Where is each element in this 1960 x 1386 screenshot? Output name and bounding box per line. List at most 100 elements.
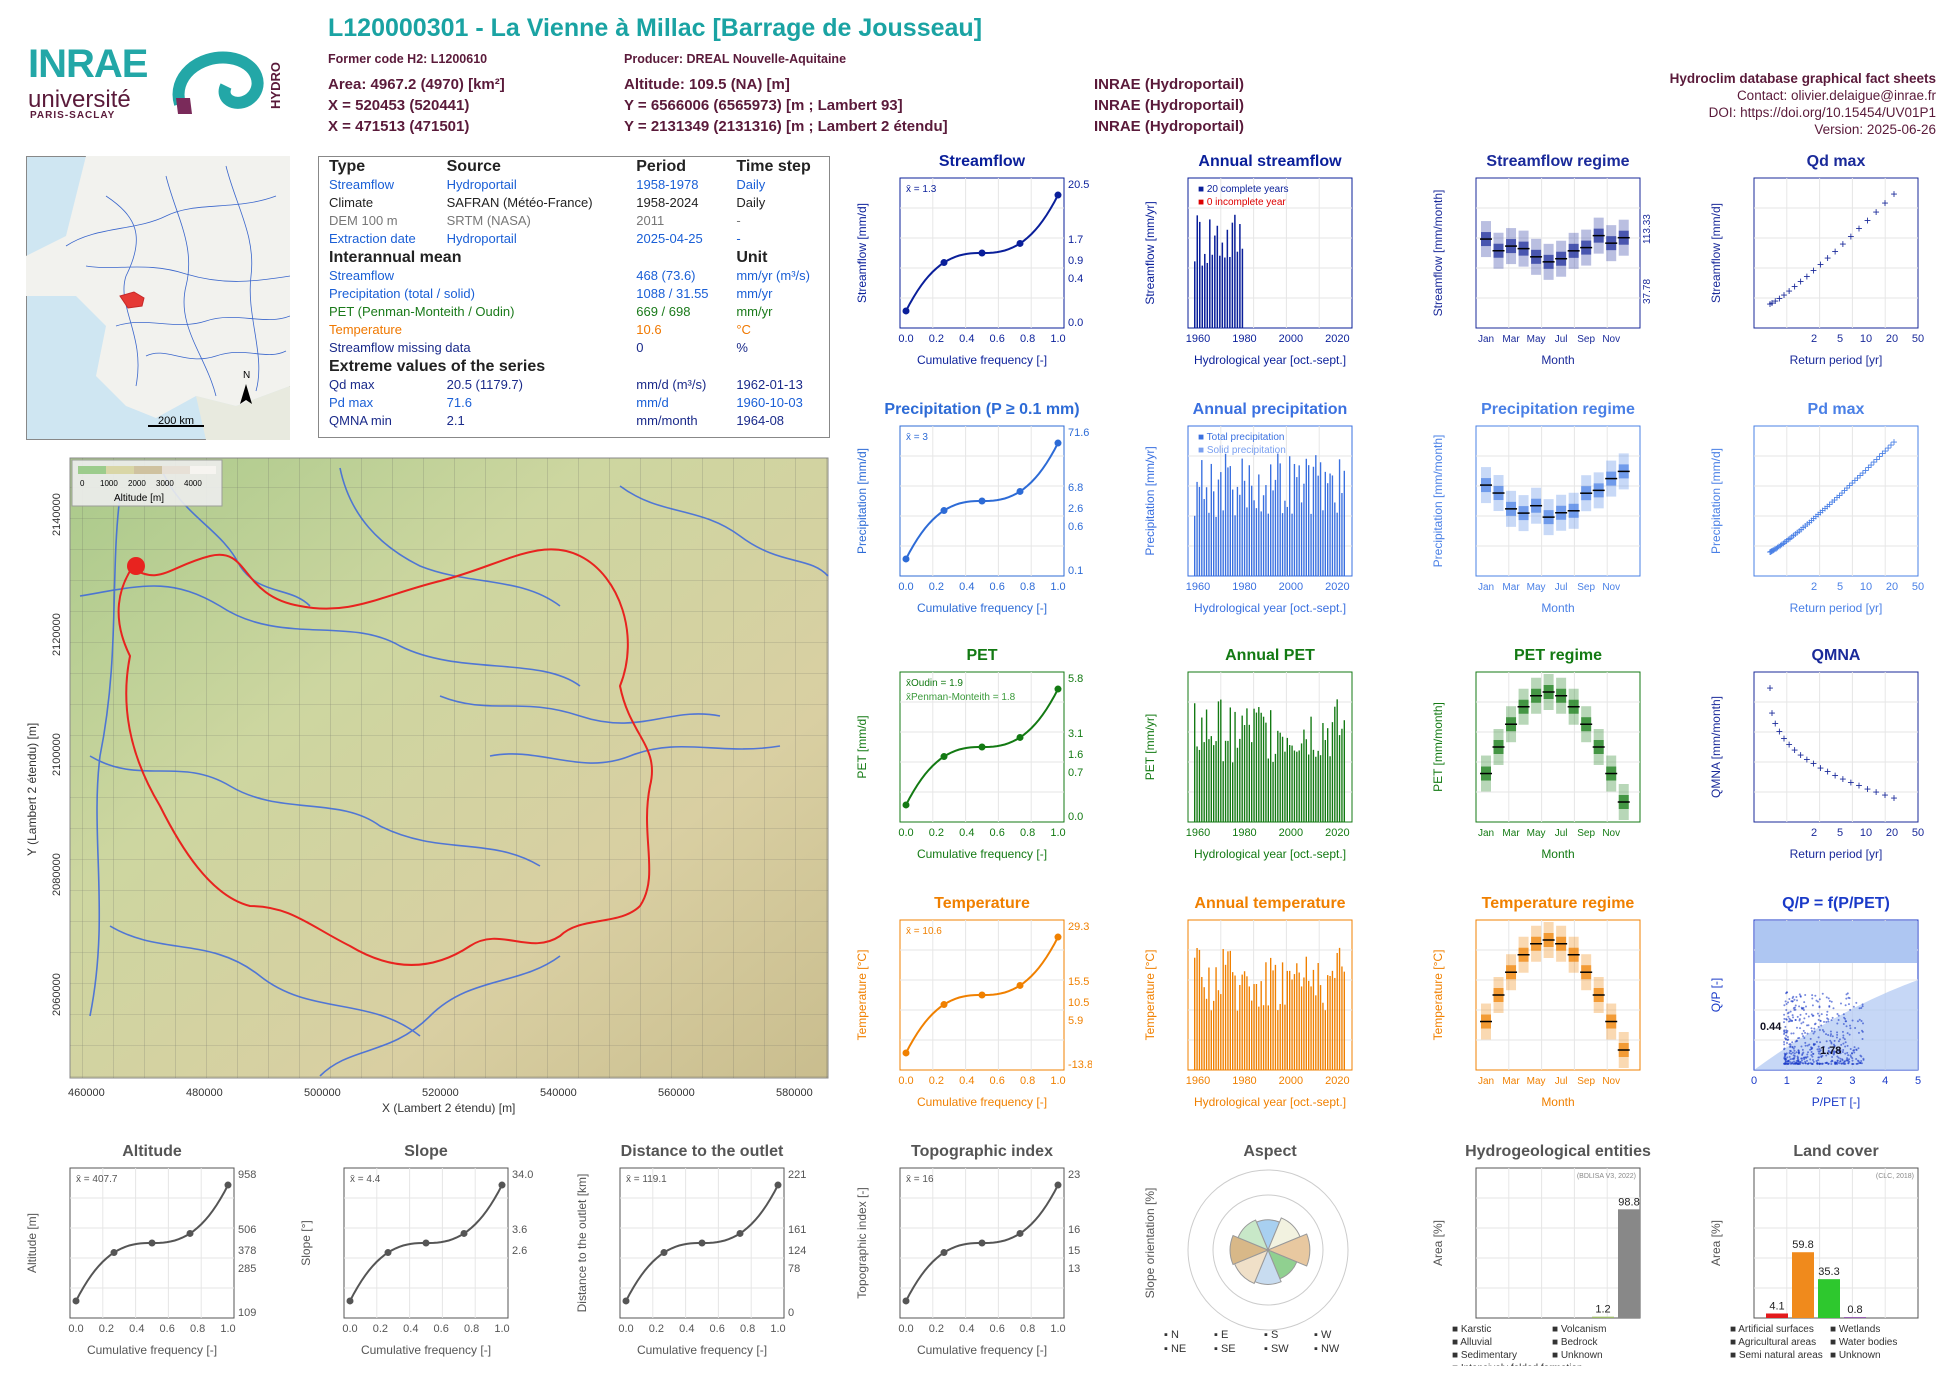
bar xyxy=(1214,235,1216,328)
y-axis-label: Slope orientation [%] xyxy=(1143,1188,1157,1299)
chart-precipitation_regime: Precipitation regime Month Precipitation [… xyxy=(1431,401,1641,615)
data-point xyxy=(1841,1030,1844,1033)
mean-label: x̄Oudin = 1.9 xyxy=(906,678,963,689)
data-point xyxy=(1839,1051,1842,1054)
bar xyxy=(1217,990,1220,1070)
y-axis-label: Area [%] xyxy=(1431,1220,1445,1266)
chart-title: QMNA xyxy=(1812,647,1861,664)
bar xyxy=(1227,951,1229,1070)
x-tick: 0.8 xyxy=(1020,1075,1035,1087)
row-period: 2011 xyxy=(636,213,665,228)
col-type: Type xyxy=(329,158,366,175)
bar xyxy=(1792,1252,1814,1318)
data-point xyxy=(1831,1055,1834,1058)
x-tick: 0.0 xyxy=(342,1323,357,1335)
right-tick: 378 xyxy=(238,1245,256,1257)
bar xyxy=(1267,758,1269,822)
x-tick: Jul xyxy=(1555,1076,1568,1087)
data-point xyxy=(1788,998,1791,1001)
legend-entry: ■ Artificial surfaces xyxy=(1730,1324,1814,1335)
data-point: + xyxy=(1790,529,1797,543)
data-point xyxy=(1791,1000,1794,1003)
right-tick: 0.9 xyxy=(1068,255,1083,267)
scale-label: 200 km xyxy=(158,415,194,427)
bar xyxy=(1213,745,1215,822)
chart-annual_streamflow: Annual streamflow Hydrological year [oct.… xyxy=(1143,153,1353,367)
bar xyxy=(1217,479,1220,576)
data-point xyxy=(1847,1062,1850,1065)
row-source: SAFRAN (Météo-France) xyxy=(446,195,593,210)
x-tick: 0.2 xyxy=(929,827,944,839)
chart-streamflow_regime: Streamflow regime Month Streamflow [mm/mon… xyxy=(1431,153,1653,367)
data-point xyxy=(1836,1031,1839,1034)
data-point xyxy=(1802,1029,1805,1032)
chart-hydrogeo: Hydrogeological entities Area [%] 1.2 98.8 (… xyxy=(1431,1143,1651,1366)
x-tick: 460000 xyxy=(68,1087,105,1099)
data-point xyxy=(1838,1038,1841,1041)
data-point: + xyxy=(1833,491,1840,505)
data-point xyxy=(1796,999,1799,1002)
legend-entry: ■ Sedimentary xyxy=(1452,1350,1517,1361)
y-axis-label: PET [mm/d] xyxy=(855,715,869,778)
altitude: Altitude: 109.5 (NA) [m] xyxy=(624,76,790,93)
bar xyxy=(1310,986,1312,1070)
data-point xyxy=(1823,1020,1826,1023)
data-point xyxy=(1786,1012,1789,1015)
bar xyxy=(1305,458,1307,576)
y-axis-label: Temperature [°C] xyxy=(1431,950,1445,1041)
data-point xyxy=(1790,1052,1793,1055)
outlet-marker xyxy=(127,557,145,575)
quantile-point xyxy=(1016,239,1024,247)
quantile-point xyxy=(978,497,986,505)
plot-area xyxy=(1753,671,1919,823)
annotation: 0.44 xyxy=(1760,1021,1782,1033)
right-tick: 0.4 xyxy=(1068,273,1083,285)
bar xyxy=(1331,475,1334,576)
data-point xyxy=(1827,1062,1830,1065)
data-point xyxy=(1844,1045,1847,1048)
chart-title: Streamflow regime xyxy=(1486,153,1629,170)
bar xyxy=(1592,1316,1614,1318)
bar xyxy=(1213,1000,1215,1070)
bar xyxy=(1300,743,1303,822)
data-point xyxy=(1846,1032,1849,1035)
data-point: + xyxy=(1804,517,1811,531)
right-tick: 3.1 xyxy=(1068,728,1083,740)
bar xyxy=(1270,957,1272,1070)
x-tick: 2 xyxy=(1811,827,1817,839)
data-point xyxy=(1795,1026,1798,1029)
bar xyxy=(1239,738,1241,822)
right-tick: 78 xyxy=(788,1263,800,1275)
data-point: + xyxy=(1817,761,1824,775)
data-point: + xyxy=(1847,775,1854,789)
inrae-logo: INRAE xyxy=(28,42,148,86)
x-tick: 0.0 xyxy=(68,1323,83,1335)
plot-area xyxy=(1475,425,1641,577)
data-point xyxy=(1789,1043,1792,1046)
mean-value: 0 xyxy=(636,340,644,355)
col-source: Source xyxy=(446,158,501,175)
row-step: Daily xyxy=(736,177,766,192)
right-tick: 10.5 xyxy=(1068,997,1089,1009)
bar xyxy=(1258,707,1260,822)
bar-label: 1.2 xyxy=(1595,1304,1610,1316)
mean-label: x̄ = 10.6 xyxy=(906,926,942,937)
quantile-point xyxy=(384,1249,392,1257)
y-axis-label: Temperature [°C] xyxy=(1143,950,1157,1041)
mean-value: 10.6 xyxy=(636,322,662,337)
chart-landcover: Land cover Area [%] 4.1 59.8 35.3 0.8 (CLC, 20… xyxy=(1709,1143,1919,1361)
quantile-point xyxy=(1016,733,1024,741)
x-tick: 1.0 xyxy=(1050,827,1065,839)
data-point xyxy=(1804,1062,1807,1065)
bar xyxy=(1308,754,1310,822)
altitude-legend: 0 1000 2000 3000 4000 Altitude [m] xyxy=(71,459,223,507)
data-point xyxy=(1784,1060,1787,1063)
data-point xyxy=(1855,1001,1858,1004)
right-tick: 71.6 xyxy=(1068,427,1089,439)
bar xyxy=(1232,762,1234,822)
bar xyxy=(1216,225,1219,328)
x-axis-label: X (Lambert 2 étendu) [m] xyxy=(382,1101,515,1115)
bar xyxy=(1322,1002,1324,1070)
mean-label: x̄ = 119.1 xyxy=(626,1174,667,1185)
data-point xyxy=(1817,1059,1820,1062)
